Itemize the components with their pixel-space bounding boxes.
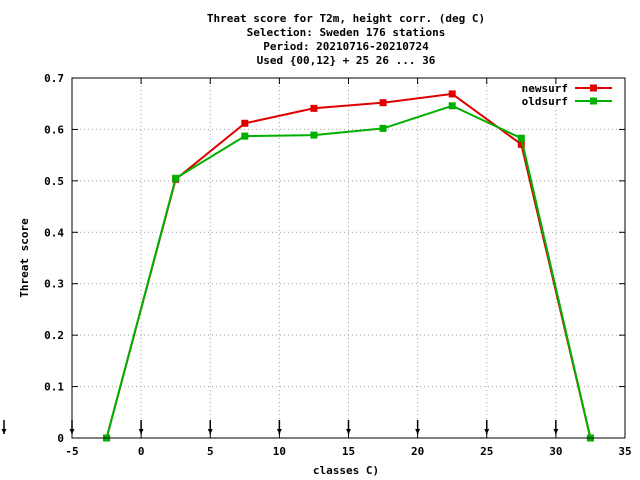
data-point-oldsurf-5 <box>448 102 456 110</box>
y-tick-label: 0.6 <box>44 123 64 136</box>
x-tick-label: 30 <box>549 445 562 458</box>
data-point-newsurf-4 <box>379 99 387 107</box>
title-line-1: Selection: Sweden 176 stations <box>247 26 446 39</box>
x-axis-label: classes C) <box>313 464 379 477</box>
legend-marker-newsurf <box>590 84 597 92</box>
y-tick-label: 0.5 <box>44 175 64 188</box>
x-tick-label: 25 <box>480 445 493 458</box>
class-markers <box>1 420 559 434</box>
series-group <box>103 90 594 442</box>
x-tick-label: -5 <box>65 445 78 458</box>
data-point-oldsurf-2 <box>241 132 249 140</box>
title-line-2: Period: 20210716-20210724 <box>263 40 429 53</box>
y-axis-label: Threat score <box>18 218 31 298</box>
data-point-newsurf-2 <box>241 119 249 127</box>
class-marker-arrow-7 <box>484 429 490 434</box>
data-point-oldsurf-4 <box>379 124 387 132</box>
y-tick-label: 0.1 <box>44 381 64 394</box>
class-marker-arrow-3 <box>207 429 213 434</box>
grid-lines <box>72 78 625 438</box>
y-tick-label: 0.7 <box>44 72 64 85</box>
x-tick-label: 15 <box>342 445 355 458</box>
legend-label-newsurf: newsurf <box>522 82 568 95</box>
x-tick-label: 35 <box>618 445 631 458</box>
data-point-oldsurf-6 <box>517 134 525 142</box>
y-tick-label: 0.2 <box>44 329 64 342</box>
y-tick-label: 0.4 <box>44 226 64 239</box>
data-point-newsurf-6 <box>517 140 525 148</box>
legend-label-oldsurf: oldsurf <box>522 95 568 108</box>
series-line-oldsurf <box>105 104 592 439</box>
data-point-newsurf-5 <box>448 90 456 98</box>
class-marker-arrow-8 <box>553 429 559 434</box>
x-tick-label: 5 <box>207 445 214 458</box>
class-marker-arrow-2 <box>138 429 144 434</box>
x-tick-label: 20 <box>411 445 424 458</box>
title-line-3: Used {00,12} + 25 26 ... 36 <box>257 54 436 67</box>
class-marker-arrow-6 <box>415 429 421 434</box>
data-point-oldsurf-1 <box>172 174 180 182</box>
x-tick-label: 0 <box>138 445 145 458</box>
data-point-oldsurf-3 <box>310 131 318 139</box>
y-tick-label: 0.3 <box>44 278 64 291</box>
chart-title: Threat score for T2m, height corr. (deg … <box>207 12 485 67</box>
class-marker-arrow-5 <box>346 429 351 434</box>
legend-marker-oldsurf <box>590 97 597 105</box>
data-point-newsurf-3 <box>310 104 318 112</box>
class-marker-arrow-4 <box>276 429 282 434</box>
class-marker-arrow-0 <box>1 429 7 434</box>
series-line-newsurf <box>105 92 592 439</box>
y-tick-label: 0 <box>57 432 64 445</box>
x-tick-label: 10 <box>273 445 286 458</box>
title-line-0: Threat score for T2m, height corr. (deg … <box>207 12 485 25</box>
